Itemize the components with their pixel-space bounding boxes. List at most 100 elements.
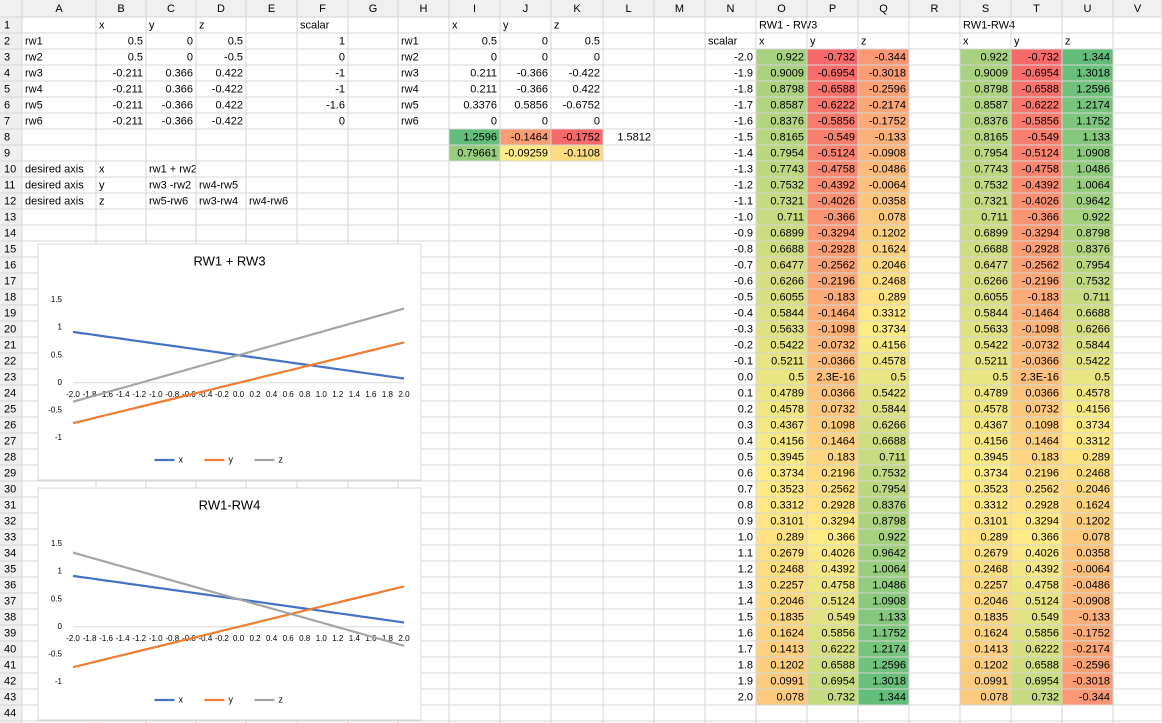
- x-tick-label: 1.2: [332, 390, 344, 399]
- cell-text: 0.289: [980, 531, 1008, 543]
- cell-text: 0.0732: [1025, 403, 1059, 415]
- row-number: 38: [4, 611, 16, 623]
- cell-text: -0.2196: [818, 275, 855, 287]
- cell-fill: [1011, 609, 1062, 625]
- cell-fill: [807, 49, 858, 65]
- cell-fill: [960, 289, 1011, 305]
- cell-text: 0.4392: [821, 563, 855, 575]
- cell-text: 0.549: [1031, 611, 1059, 623]
- series-line: [72, 551, 405, 647]
- cell-fill: [1011, 657, 1062, 673]
- cell-fill: [858, 561, 909, 577]
- cell-text: 1.0064: [1076, 179, 1110, 191]
- x-tick-label: -1.4: [116, 390, 130, 399]
- cell-text: 0.8376: [974, 115, 1008, 127]
- cell-text: 0.3312: [1076, 435, 1110, 447]
- cell-fill: [858, 497, 909, 513]
- cell-fill: [1062, 497, 1113, 513]
- cell-text: -0.1464: [511, 131, 548, 143]
- cell-text: 0.922: [878, 531, 906, 543]
- cell-fill: [756, 193, 807, 209]
- cell-text: -0.2928: [818, 243, 855, 255]
- row-number: 1: [4, 19, 10, 31]
- cell-text: 1.1752: [872, 627, 906, 639]
- column-header: C: [167, 3, 175, 15]
- cell-text: 0.2468: [1076, 467, 1110, 479]
- cell-fill: [756, 433, 807, 449]
- cell-fill: [960, 337, 1011, 353]
- cell-text: -0.4026: [818, 195, 855, 207]
- cell-fill: [1062, 305, 1113, 321]
- cell-text: 0.289: [776, 531, 804, 543]
- cell-text: 0.6477: [770, 259, 804, 271]
- cell-text: 0.8: [738, 499, 753, 511]
- cell-text: 0.5633: [974, 323, 1008, 335]
- cell-text: 0.3734: [770, 467, 804, 479]
- cell-text: 0.6588: [1025, 659, 1059, 671]
- cell-fill: [960, 225, 1011, 241]
- cell-fill: [1011, 497, 1062, 513]
- cell-text: 1.0486: [872, 579, 906, 591]
- cell-text: 0.4758: [1025, 579, 1059, 591]
- cell-fill: [756, 97, 807, 113]
- cell-text: 2.3E-16: [816, 371, 855, 383]
- cell-fill: [807, 561, 858, 577]
- x-tick-label: -1.8: [83, 390, 97, 399]
- cell-fill: [807, 673, 858, 689]
- cell-text: 0.6899: [770, 227, 804, 239]
- cell-text: -1.9: [734, 67, 753, 79]
- cell-fill: [807, 641, 858, 657]
- cell-fill: [756, 417, 807, 433]
- x-tick-label: -2.0: [66, 634, 80, 643]
- cell-text: -0.344: [1079, 691, 1110, 703]
- cell-fill: [960, 689, 1011, 705]
- chart-title: RW1 + RW3: [193, 253, 265, 268]
- cell-text: 0.5844: [770, 307, 804, 319]
- cell-text: rw4: [25, 83, 43, 95]
- cell-fill: [500, 145, 551, 161]
- cell-fill: [1011, 289, 1062, 305]
- column-header: H: [420, 3, 428, 15]
- cell-fill: [551, 129, 603, 145]
- cell-text: 0.3: [738, 419, 753, 431]
- cell-text: 0.3945: [770, 451, 804, 463]
- cell-text: 0.4367: [770, 419, 804, 431]
- cell-fill: [1011, 305, 1062, 321]
- cell-text: 1.1752: [1076, 115, 1110, 127]
- row-number: 39: [4, 627, 16, 639]
- cell-text: x: [99, 19, 105, 31]
- cell-fill: [1062, 273, 1113, 289]
- cell-text: z: [99, 195, 105, 207]
- cell-fill: [807, 241, 858, 257]
- cell-text: 0.1098: [1025, 419, 1059, 431]
- cell-text: 1.133: [1082, 131, 1110, 143]
- cell-text: -0.4: [734, 307, 753, 319]
- cell-text: 0.4026: [1025, 547, 1059, 559]
- cell-text: 0.1413: [770, 643, 804, 655]
- cell-text: 0: [542, 35, 548, 47]
- x-tick-label: -1.8: [83, 634, 97, 643]
- cell-text: 0.5633: [770, 323, 804, 335]
- cell-text: 0.5422: [770, 339, 804, 351]
- cell-fill: [1011, 577, 1062, 593]
- cell-text: -0.344: [875, 51, 906, 63]
- cell-text: 0.6222: [821, 643, 855, 655]
- cell-text: 0.732: [1031, 691, 1059, 703]
- cell-fill: [960, 417, 1011, 433]
- cell-fill: [1011, 81, 1062, 97]
- cell-text: -0.3018: [869, 67, 906, 79]
- cell-fill: [1062, 465, 1113, 481]
- cell-text: 0.3101: [974, 515, 1008, 527]
- cell-text: 0.7743: [770, 163, 804, 175]
- cell-text: 0.8376: [770, 115, 804, 127]
- cell-text: -0.9: [734, 227, 753, 239]
- cell-fill: [1011, 273, 1062, 289]
- cell-text: -0.3294: [818, 227, 855, 239]
- cell-fill: [1011, 481, 1062, 497]
- cell-text: -0.133: [1079, 611, 1110, 623]
- cell-fill: [1062, 289, 1113, 305]
- cell-fill: [807, 657, 858, 673]
- cell-text: 0.1624: [974, 627, 1008, 639]
- row-number: 37: [4, 595, 16, 607]
- x-tick-label: -0.2: [215, 390, 229, 399]
